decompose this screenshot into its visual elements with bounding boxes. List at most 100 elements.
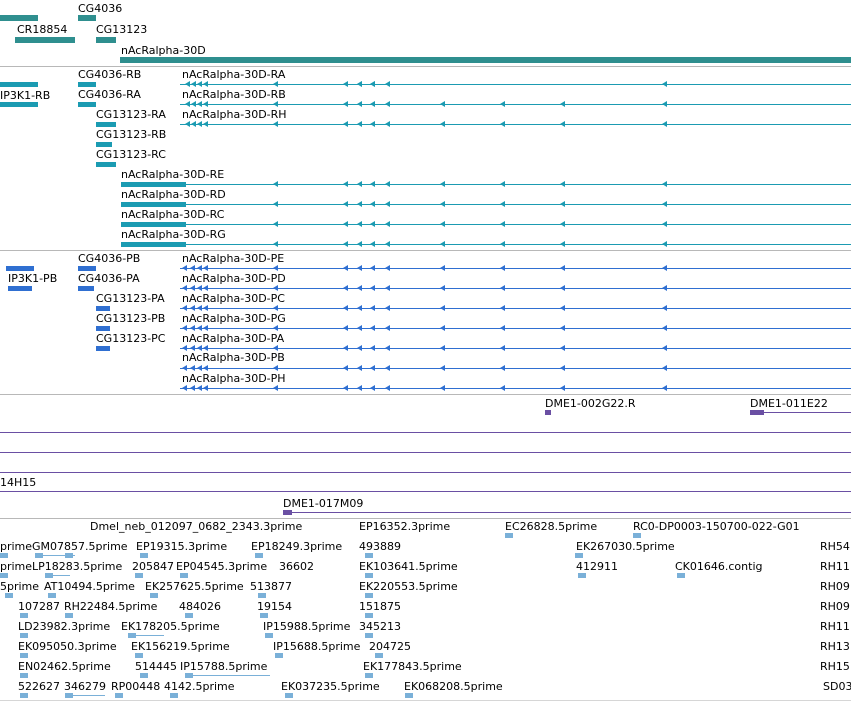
left-arrow-icon — [440, 181, 445, 187]
transcript-feature[interactable] — [121, 182, 186, 187]
est-feature[interactable] — [115, 693, 123, 698]
est-feature[interactable] — [0, 553, 8, 558]
est-feature[interactable] — [170, 693, 178, 698]
transcript-feature[interactable] — [78, 102, 96, 107]
est-feature[interactable] — [45, 575, 70, 576]
clone-feature[interactable] — [290, 512, 851, 513]
protein-feature[interactable] — [96, 306, 110, 311]
clone-feature[interactable] — [750, 410, 764, 415]
est-feature[interactable] — [405, 693, 413, 698]
est-feature[interactable] — [255, 553, 263, 558]
est-feature[interactable] — [258, 593, 266, 598]
transcript-feature[interactable] — [0, 102, 38, 107]
est-feature[interactable] — [365, 673, 373, 678]
transcript-feature[interactable] — [121, 222, 186, 227]
est-feature[interactable] — [677, 573, 685, 578]
left-arrow-icon — [357, 345, 362, 351]
left-arrow-icon — [560, 101, 565, 107]
gene-feature-cg4036-b[interactable] — [78, 15, 96, 21]
est-feature[interactable] — [150, 593, 158, 598]
est-feature[interactable] — [185, 613, 193, 618]
protein-feature[interactable] — [180, 308, 851, 309]
est-feature[interactable] — [65, 695, 105, 696]
protein-feature[interactable] — [180, 368, 851, 369]
transcript-feature[interactable] — [180, 124, 851, 125]
clone-feature[interactable] — [0, 472, 851, 473]
protein-feature[interactable] — [180, 288, 851, 289]
clone-feature[interactable] — [760, 412, 851, 413]
gene-feature-cr18854[interactable] — [15, 37, 75, 43]
est-feature[interactable] — [128, 635, 164, 636]
transcript-feature[interactable] — [180, 84, 851, 85]
est-feature[interactable] — [20, 613, 28, 618]
est-feature[interactable] — [633, 533, 641, 538]
clone-feature[interactable] — [545, 410, 551, 415]
est-feature[interactable] — [180, 573, 188, 578]
est-feature[interactable] — [365, 553, 373, 558]
protein-feature[interactable] — [180, 388, 851, 389]
est-feature[interactable] — [375, 653, 383, 658]
left-arrow-icon — [273, 181, 278, 187]
est-feature[interactable] — [578, 573, 586, 578]
est-feature[interactable] — [365, 573, 373, 578]
clone-feature[interactable] — [0, 432, 851, 433]
transcript-feature[interactable] — [121, 242, 186, 247]
protein-feature[interactable] — [96, 326, 110, 331]
est-feature[interactable] — [140, 553, 148, 558]
est-feature[interactable] — [35, 555, 75, 556]
est-feature[interactable] — [48, 593, 56, 598]
transcript-feature[interactable] — [96, 142, 112, 147]
protein-label: CG4036-PB — [78, 252, 141, 265]
transcript-feature[interactable] — [96, 162, 116, 167]
est-label: 205847 — [132, 560, 174, 573]
est-feature[interactable] — [575, 553, 583, 558]
transcript-feature[interactable] — [186, 204, 851, 205]
left-arrow-icon — [385, 305, 390, 311]
transcript-feature[interactable] — [78, 82, 96, 87]
transcript-feature[interactable] — [186, 244, 851, 245]
protein-feature[interactable] — [180, 328, 851, 329]
est-feature[interactable] — [140, 673, 148, 678]
left-arrow-icon — [560, 285, 565, 291]
protein-feature[interactable] — [180, 348, 851, 349]
gene-feature-nacralpha-30d[interactable] — [120, 57, 851, 63]
est-feature[interactable] — [135, 573, 143, 578]
transcript-feature[interactable] — [186, 184, 851, 185]
clone-feature[interactable] — [0, 452, 851, 453]
est-feature[interactable] — [260, 613, 268, 618]
est-feature[interactable] — [505, 533, 513, 538]
transcript-feature[interactable] — [121, 202, 186, 207]
est-feature[interactable] — [20, 673, 28, 678]
protein-feature[interactable] — [96, 346, 110, 351]
est-feature[interactable] — [20, 633, 28, 638]
protein-feature[interactable] — [180, 268, 851, 269]
transcript-feature[interactable] — [0, 82, 38, 87]
est-label: 412911 — [576, 560, 618, 573]
est-feature[interactable] — [185, 675, 270, 676]
est-feature[interactable] — [285, 693, 293, 698]
est-feature[interactable] — [20, 653, 28, 658]
gene-feature-cg13123[interactable] — [96, 37, 116, 43]
transcript-feature[interactable] — [180, 104, 851, 105]
protein-feature[interactable] — [8, 286, 32, 291]
protein-label: nAcRalpha-30D-PC — [182, 292, 285, 305]
est-feature[interactable] — [135, 653, 143, 658]
transcript-feature[interactable] — [186, 224, 851, 225]
est-feature[interactable] — [275, 653, 283, 658]
est-feature[interactable] — [20, 693, 28, 698]
clone-feature[interactable] — [0, 491, 851, 492]
est-label: 36602 — [279, 560, 314, 573]
est-feature[interactable] — [365, 633, 373, 638]
gene-feature-cg4036[interactable] — [0, 15, 38, 21]
est-feature[interactable] — [0, 573, 8, 578]
protein-feature[interactable] — [78, 266, 96, 271]
est-feature[interactable] — [265, 633, 273, 638]
clone-feature[interactable] — [283, 510, 292, 515]
protein-feature[interactable] — [6, 266, 34, 271]
est-feature[interactable] — [365, 613, 373, 618]
est-feature[interactable] — [65, 613, 73, 618]
protein-feature[interactable] — [78, 286, 94, 291]
est-feature[interactable] — [365, 593, 373, 598]
transcript-feature[interactable] — [96, 122, 116, 127]
est-feature[interactable] — [5, 593, 13, 598]
